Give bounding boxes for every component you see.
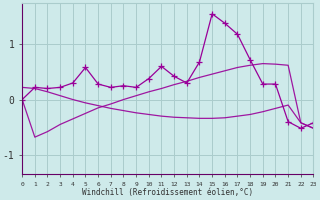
X-axis label: Windchill (Refroidissement éolien,°C): Windchill (Refroidissement éolien,°C) xyxy=(82,188,253,197)
